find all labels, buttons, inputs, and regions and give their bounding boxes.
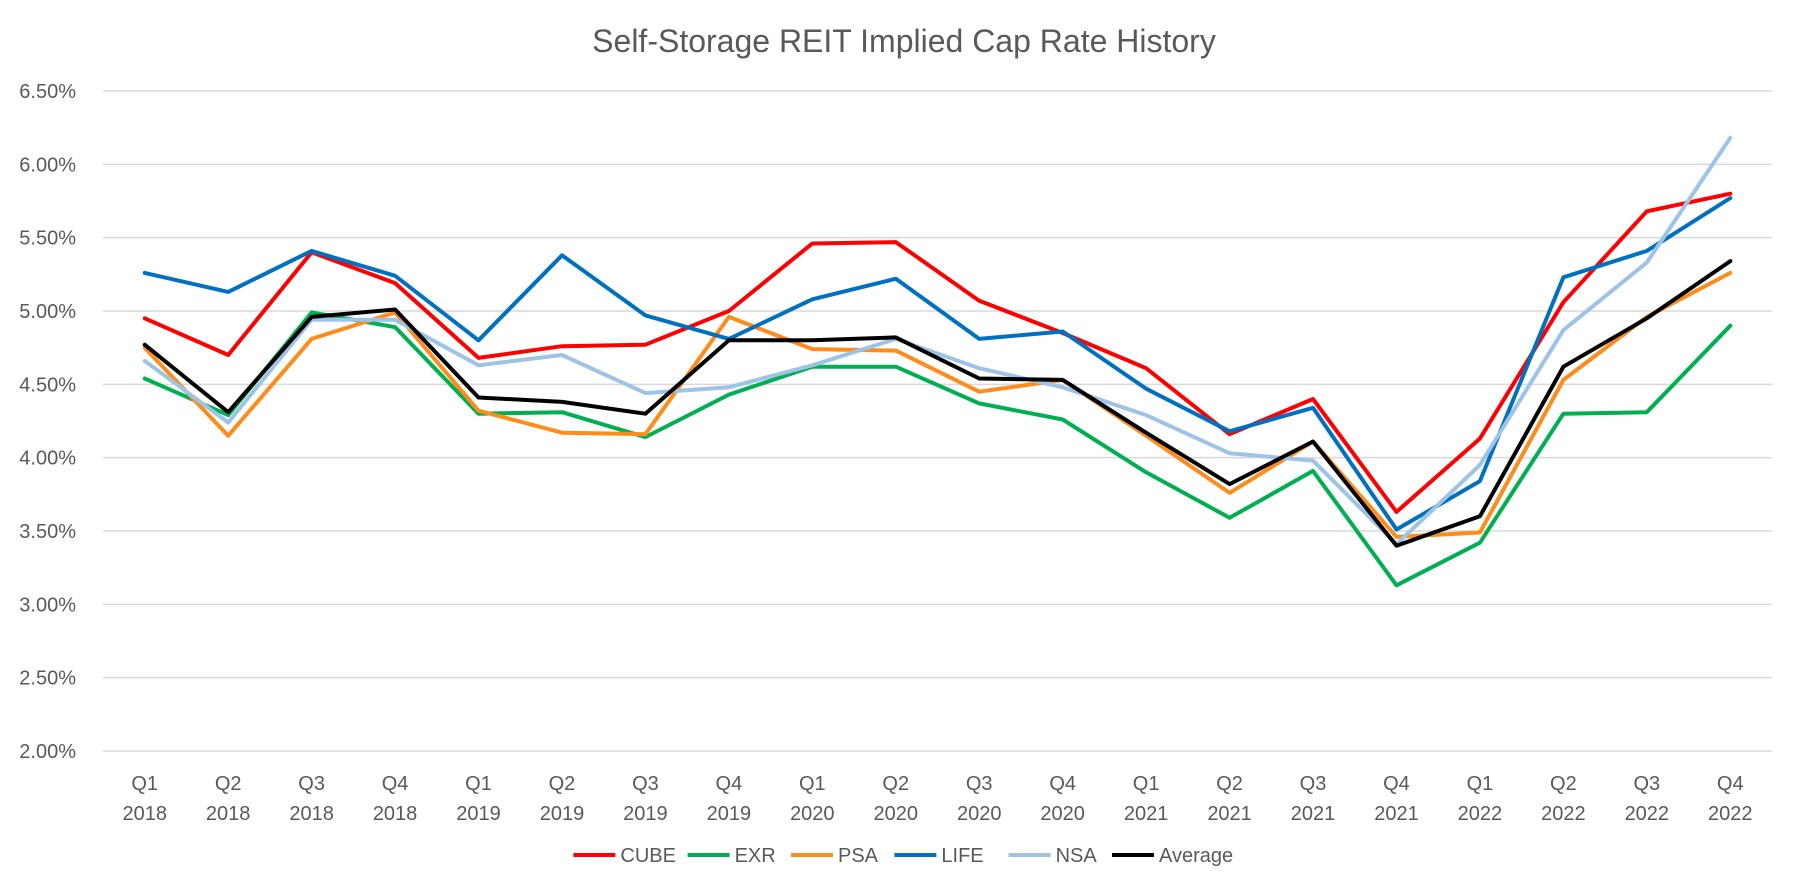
x-tick-label-year: 2022 bbox=[1541, 803, 1586, 825]
legend-label: EXR bbox=[735, 845, 776, 867]
x-tick-label-year: 2021 bbox=[1207, 803, 1252, 825]
legend-item-psa: PSA bbox=[791, 845, 879, 867]
x-tick-label-quarter: Q4 bbox=[1717, 773, 1744, 795]
series-line-cube bbox=[142, 191, 1733, 514]
x-tick-label-quarter: Q2 bbox=[215, 773, 242, 795]
series-line-nsa bbox=[142, 135, 1733, 547]
series-line-exr bbox=[142, 310, 1733, 588]
x-tick-label-quarter: Q3 bbox=[966, 773, 993, 795]
x-axis-tick-labels: Q1 2018 Q2 2018 Q3 2018 Q4 2018 Q1 2019 Q2 2019 Q3 20… bbox=[122, 773, 1752, 825]
x-tick-label-year: 2019 bbox=[623, 803, 668, 825]
x-tick-label-year: 2018 bbox=[289, 803, 334, 825]
legend-label: NSA bbox=[1056, 845, 1098, 867]
y-axis-tick-labels: 2.00% 2.50% 3.00% 3.50% 4.00% 4.50% 5.00% 5.50%… bbox=[19, 81, 76, 763]
legend-label: LIFE bbox=[941, 845, 983, 867]
legend-item-nsa: NSA bbox=[1008, 845, 1098, 867]
legend-item-life: LIFE bbox=[894, 845, 984, 867]
series-line-average bbox=[142, 259, 1733, 548]
x-tick-label-quarter: Q2 bbox=[549, 773, 576, 795]
legend-item-cube: CUBE bbox=[573, 845, 676, 867]
x-tick-label-quarter: Q4 bbox=[382, 773, 409, 795]
legend-item-average: Average bbox=[1112, 845, 1233, 867]
x-tick-label-year: 2021 bbox=[1374, 803, 1419, 825]
x-tick-label-quarter: Q1 bbox=[799, 773, 826, 795]
legend-label: CUBE bbox=[620, 845, 676, 867]
legend: CUBE EXR PSA LIFE NSA Average bbox=[573, 845, 1233, 867]
x-tick-label-quarter: Q2 bbox=[1550, 773, 1577, 795]
x-tick-label-year: 2019 bbox=[456, 803, 501, 825]
x-tick-label-year: 2019 bbox=[707, 803, 752, 825]
series-line-life bbox=[142, 196, 1733, 532]
x-tick-label-year: 2022 bbox=[1458, 803, 1503, 825]
x-tick-label-quarter: Q4 bbox=[1049, 773, 1076, 795]
series-lines bbox=[142, 135, 1733, 588]
x-tick-label-quarter: Q2 bbox=[1216, 773, 1243, 795]
x-tick-label-quarter: Q1 bbox=[1467, 773, 1494, 795]
x-tick-label-quarter: Q1 bbox=[465, 773, 492, 795]
x-tick-label-quarter: Q4 bbox=[1383, 773, 1410, 795]
x-tick-label-year: 2020 bbox=[790, 803, 835, 825]
legend-label: Average bbox=[1159, 845, 1233, 867]
x-tick-label-year: 2021 bbox=[1291, 803, 1336, 825]
y-tick-label: 4.50% bbox=[19, 374, 76, 396]
x-tick-label-quarter: Q3 bbox=[1633, 773, 1660, 795]
x-tick-label-quarter: Q1 bbox=[131, 773, 158, 795]
x-tick-label-quarter: Q3 bbox=[1300, 773, 1327, 795]
legend-label: PSA bbox=[838, 845, 879, 867]
gridlines bbox=[103, 90, 1772, 752]
y-tick-label: 6.00% bbox=[19, 154, 76, 176]
y-tick-label: 2.50% bbox=[19, 668, 76, 690]
x-tick-label-quarter: Q3 bbox=[632, 773, 659, 795]
y-tick-label: 3.50% bbox=[19, 521, 76, 543]
chart-title: Self-Storage REIT Implied Cap Rate Histo… bbox=[592, 23, 1216, 59]
x-tick-label-year: 2020 bbox=[957, 803, 1002, 825]
y-tick-label: 4.00% bbox=[19, 448, 76, 470]
y-tick-label: 6.50% bbox=[19, 81, 76, 103]
x-tick-label-quarter: Q1 bbox=[1133, 773, 1160, 795]
x-tick-label-year: 2022 bbox=[1708, 803, 1753, 825]
x-tick-label-year: 2018 bbox=[122, 803, 167, 825]
x-tick-label-year: 2018 bbox=[206, 803, 251, 825]
x-tick-label-quarter: Q3 bbox=[298, 773, 325, 795]
y-tick-label: 3.00% bbox=[19, 594, 76, 616]
x-tick-label-year: 2020 bbox=[1040, 803, 1085, 825]
legend-item-exr: EXR bbox=[687, 845, 776, 867]
y-tick-label: 2.00% bbox=[19, 741, 76, 763]
y-tick-label: 5.50% bbox=[19, 228, 76, 250]
x-tick-label-year: 2022 bbox=[1625, 803, 1670, 825]
x-tick-label-year: 2021 bbox=[1124, 803, 1169, 825]
x-tick-label-year: 2020 bbox=[874, 803, 919, 825]
y-tick-label: 5.00% bbox=[19, 301, 76, 323]
x-tick-label-quarter: Q4 bbox=[716, 773, 743, 795]
x-tick-label-year: 2019 bbox=[540, 803, 585, 825]
x-tick-label-year: 2018 bbox=[373, 803, 418, 825]
x-tick-label-quarter: Q2 bbox=[882, 773, 909, 795]
